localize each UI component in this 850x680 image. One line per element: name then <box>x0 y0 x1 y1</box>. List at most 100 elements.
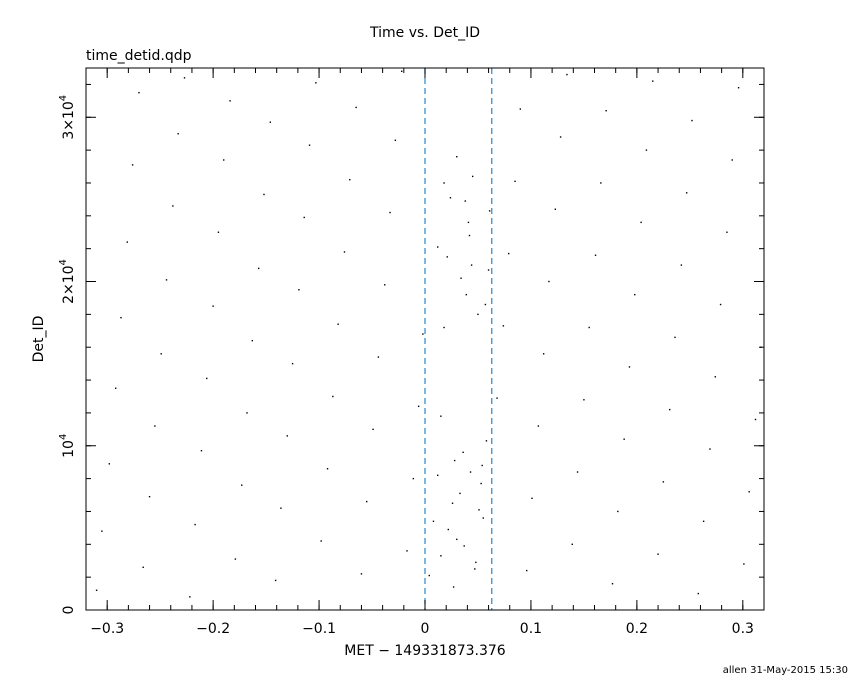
data-point <box>114 387 117 389</box>
data-point <box>286 435 288 437</box>
data-point <box>308 144 311 146</box>
data-point <box>394 139 397 141</box>
data-point <box>471 175 474 178</box>
data-point <box>142 566 144 568</box>
y-axis-label: Det_ID <box>31 316 47 363</box>
data-point <box>600 182 602 184</box>
data-point <box>241 484 243 486</box>
data-point <box>460 277 462 279</box>
x-tick-label: 0.1 <box>520 621 542 637</box>
data-point <box>496 397 498 399</box>
data-point <box>542 353 545 355</box>
y-tick-label: 3×104 <box>58 95 77 140</box>
data-point <box>229 100 231 102</box>
data-point <box>165 279 168 281</box>
data-point <box>360 573 363 575</box>
data-point <box>743 563 745 565</box>
data-point <box>680 264 683 266</box>
data-point <box>462 451 464 454</box>
points-layer <box>95 70 762 598</box>
y-axis: 0 104 2×104 3×104 <box>58 83 764 614</box>
data-point <box>443 326 445 329</box>
data-point <box>183 77 186 79</box>
data-point <box>440 415 442 417</box>
data-point <box>126 241 129 243</box>
data-point <box>291 362 294 365</box>
data-point <box>480 482 482 485</box>
data-point <box>246 412 248 414</box>
data-point <box>571 543 573 545</box>
data-point <box>212 305 214 307</box>
data-point <box>485 440 488 442</box>
data-point <box>428 574 430 577</box>
x-axis-label: MET − 149331873.376 <box>344 643 506 659</box>
data-point <box>343 251 346 253</box>
data-point <box>478 509 480 511</box>
data-point <box>465 293 468 296</box>
data-point <box>657 553 659 555</box>
data-point <box>303 216 305 219</box>
data-point <box>456 155 458 158</box>
data-point <box>440 555 442 557</box>
data-point <box>443 182 445 184</box>
data-point <box>519 108 522 110</box>
data-point <box>451 502 454 504</box>
y-tick-label-text: 2×104 <box>58 259 77 304</box>
data-point <box>469 471 472 473</box>
data-point <box>645 149 648 151</box>
data-point <box>366 500 368 503</box>
data-point <box>372 428 374 431</box>
data-point <box>138 91 140 94</box>
data-point <box>748 491 750 493</box>
data-point <box>432 520 435 523</box>
data-point <box>206 377 208 380</box>
chart-title: Time vs. Det_ID <box>369 25 480 41</box>
data-point <box>406 550 408 552</box>
data-point <box>463 545 465 547</box>
x-tick-label: −0.2 <box>196 621 230 637</box>
y-tick-label-text: 104 <box>58 434 77 458</box>
data-point <box>731 159 733 161</box>
data-point <box>217 231 220 233</box>
data-point <box>101 530 103 532</box>
data-point <box>437 246 439 248</box>
data-point <box>377 356 380 358</box>
data-point <box>662 481 665 483</box>
footer-stamp: allen 31-May-2015 15:30 <box>723 665 848 676</box>
data-point <box>576 471 579 473</box>
data-point <box>481 464 483 467</box>
y-tick-label: 104 <box>58 434 77 458</box>
data-point <box>669 408 671 411</box>
data-point <box>464 200 466 202</box>
data-point <box>507 252 510 255</box>
data-point <box>714 376 716 378</box>
data-point <box>148 495 151 498</box>
data-point <box>559 136 562 138</box>
data-point <box>422 333 424 335</box>
data-point <box>652 80 654 82</box>
data-point <box>400 70 403 72</box>
data-point <box>452 586 455 588</box>
data-point <box>269 121 272 123</box>
data-point <box>737 87 740 89</box>
data-point <box>459 492 461 495</box>
data-point <box>617 510 619 513</box>
data-point <box>674 336 676 339</box>
data-point <box>194 523 196 526</box>
data-point <box>251 339 254 342</box>
data-point <box>234 558 237 560</box>
data-point <box>446 256 448 258</box>
data-point <box>474 568 476 570</box>
data-point <box>453 459 456 462</box>
data-point <box>456 538 458 541</box>
data-point <box>154 425 156 427</box>
data-point <box>108 463 111 465</box>
data-point <box>685 192 688 194</box>
data-point <box>468 234 471 237</box>
data-point <box>177 133 179 135</box>
data-point <box>280 507 282 509</box>
x-tick-label: 0.3 <box>732 621 754 637</box>
data-point <box>172 205 174 207</box>
y-tick-label: 2×104 <box>58 259 77 304</box>
